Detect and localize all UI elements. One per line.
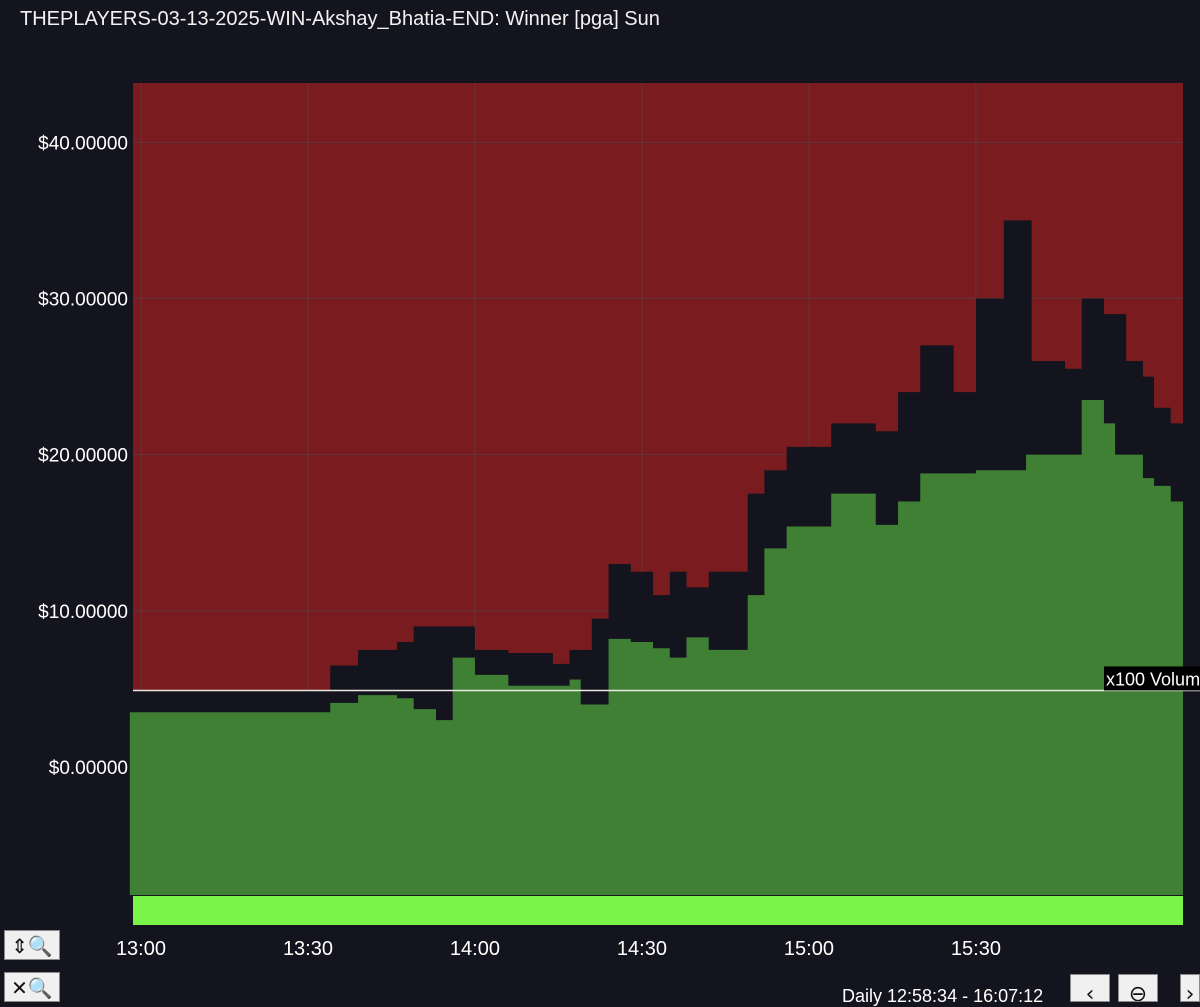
zoom-vertical-button[interactable]: ⇕🔍 xyxy=(4,930,60,960)
x-tick-label: 14:00 xyxy=(450,938,500,960)
y-tick-label: $30.00000 xyxy=(38,289,128,310)
x-tick-label: 13:30 xyxy=(283,938,333,960)
series-bid-area xyxy=(129,399,1184,895)
zoom-reset-button[interactable]: ✕🔍 xyxy=(4,972,60,1002)
y-tick-label: $20.00000 xyxy=(38,446,128,467)
zoom-reset-icon: ✕🔍 xyxy=(11,976,53,1000)
x-tick-label: 13:00 xyxy=(116,938,166,960)
scroll-right-button[interactable]: › xyxy=(1180,974,1200,1002)
chevron-right-icon: › xyxy=(1185,982,1195,1002)
reference-label: x100 Volum xyxy=(1106,669,1200,689)
zoom-vertical-icon: ⇕🔍 xyxy=(11,934,53,958)
x-tick-label: 15:30 xyxy=(951,938,1001,960)
zoom-out-button[interactable]: ⊖ xyxy=(1118,974,1158,1002)
zoom-out-icon: ⊖ xyxy=(1128,982,1148,1002)
reference-label-bg xyxy=(1104,666,1200,691)
window-title: THEPLAYERS-03-13-2025-WIN-Akshay_Bhatia-… xyxy=(20,8,660,30)
chevron-left-icon: ‹ xyxy=(1085,982,1095,1002)
scroll-left-button[interactable]: ‹ xyxy=(1070,974,1110,1002)
y-tick-label: $0.00000 xyxy=(49,758,128,779)
y-tick-label: $40.00000 xyxy=(38,133,128,154)
x-tick-label: 14:30 xyxy=(617,938,667,960)
volume-bar xyxy=(133,896,1183,925)
y-tick-label: $10.00000 xyxy=(38,602,128,623)
date-range-label: Daily 12:58:34 - 16:07:12 xyxy=(842,986,1044,1006)
x-tick-label: 15:00 xyxy=(784,938,834,960)
